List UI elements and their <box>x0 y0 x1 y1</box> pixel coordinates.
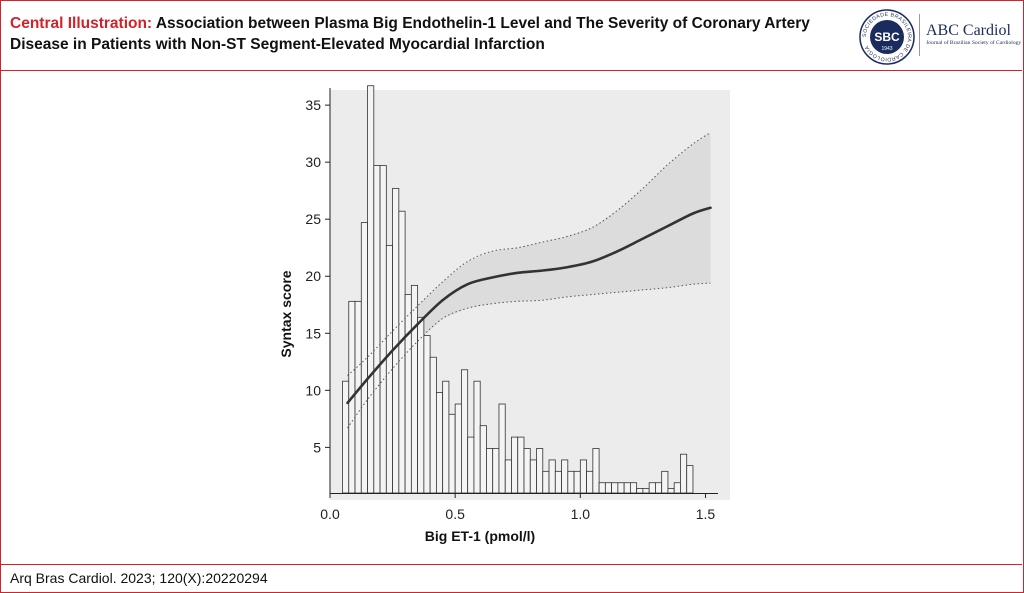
x-tick-label: 0.5 <box>445 506 465 522</box>
histogram-bar <box>504 459 512 494</box>
histogram-bar <box>498 403 506 494</box>
confidence-band <box>347 132 711 428</box>
y-tick-label: 25 <box>305 211 321 227</box>
histogram-bar <box>342 380 350 494</box>
histogram-bar <box>511 436 519 494</box>
histogram-bar <box>379 165 387 494</box>
histogram-bar <box>517 436 525 494</box>
journal-name: ABC Cardiol <box>926 22 1011 39</box>
histogram-bar <box>435 392 444 494</box>
histogram-bar <box>636 488 644 494</box>
histogram-bar <box>479 425 487 494</box>
histogram-bar <box>586 470 594 494</box>
histogram-bar <box>461 369 469 494</box>
histogram-bar <box>686 465 694 494</box>
histogram-bar <box>410 284 419 494</box>
histogram-bar <box>467 436 475 494</box>
title-text: Association between Plasma Big Endotheli… <box>10 15 810 53</box>
y-axis-label: Syntax score <box>278 270 294 358</box>
histogram-bar <box>442 380 450 494</box>
x-tick-label: 0.0 <box>320 506 340 522</box>
histogram-bar <box>473 380 481 494</box>
y-tick-label: 5 <box>313 439 321 455</box>
histogram-bar <box>579 459 587 494</box>
histogram-bar <box>592 448 600 494</box>
histogram-bar <box>561 459 569 494</box>
footer-bar: Arq Bras Cardiol. 2023; 120(X):20220294 <box>0 564 1022 592</box>
ci-upper-line <box>347 132 711 376</box>
histogram-bar <box>629 482 638 494</box>
y-tick-label: 15 <box>305 325 321 341</box>
histogram-bar <box>548 459 556 494</box>
x-tick-label: 1.5 <box>696 506 716 522</box>
histogram-bar <box>667 488 675 494</box>
histogram-bar <box>604 482 613 494</box>
histogram-bar <box>642 488 650 494</box>
histogram-bar <box>454 403 462 494</box>
histogram-bar <box>492 448 500 494</box>
histogram-bar <box>523 448 531 494</box>
histogram-bar <box>392 187 400 494</box>
x-tick-label: 1.0 <box>571 506 591 522</box>
y-tick-label: 30 <box>305 154 321 170</box>
logo-divider <box>919 14 920 56</box>
y-tick-label: 35 <box>305 97 321 113</box>
histogram-bar <box>661 470 669 494</box>
logo-text: SBC <box>874 30 900 44</box>
title-lead: Central Illustration: <box>10 15 153 32</box>
histogram-bar <box>404 294 412 494</box>
histogram-bar <box>648 482 656 494</box>
histogram-bar <box>398 210 406 494</box>
fit-line <box>346 206 712 405</box>
y-tick-label: 20 <box>305 268 321 284</box>
sbc-logo: SOCIEDADE BRASILEIRA DE CARDIOLOGIA SBC … <box>859 9 915 65</box>
histogram-bar <box>536 448 544 494</box>
histogram-bar <box>611 482 619 494</box>
histogram-bar <box>542 470 550 494</box>
histogram-bar <box>567 470 575 494</box>
histogram-bar <box>617 482 625 494</box>
y-tick-label: 10 <box>305 382 321 398</box>
header-bar: Central Illustration: Association betwee… <box>0 0 1022 71</box>
histogram-bar <box>623 482 631 494</box>
histogram-bar <box>680 453 688 494</box>
histogram-bar <box>429 356 437 494</box>
page-title: Central Illustration: Association betwee… <box>10 13 830 55</box>
histogram-bar <box>598 482 606 494</box>
histogram-bar <box>529 459 537 494</box>
histogram-bar <box>373 165 381 494</box>
histogram-bar <box>423 335 431 494</box>
x-axis-label: Big ET-1 (pmol/l) <box>424 528 536 544</box>
journal-subtitle: Journal of Brazilian Society of Cardiolo… <box>926 40 1022 46</box>
citation: Arq Bras Cardiol. 2023; 120(X):20220294 <box>10 570 268 586</box>
histogram-bar <box>360 222 368 494</box>
histogram-bar <box>417 316 425 494</box>
histogram-bar <box>486 448 494 494</box>
histogram-bar <box>354 300 362 494</box>
histogram-bar <box>673 482 681 494</box>
histogram-bar <box>573 470 581 494</box>
histogram-bar <box>448 413 456 494</box>
histogram-bar <box>655 482 663 494</box>
histogram-bar <box>367 85 375 494</box>
logo-year: 1943 <box>881 46 892 52</box>
histogram-bar <box>554 470 562 494</box>
